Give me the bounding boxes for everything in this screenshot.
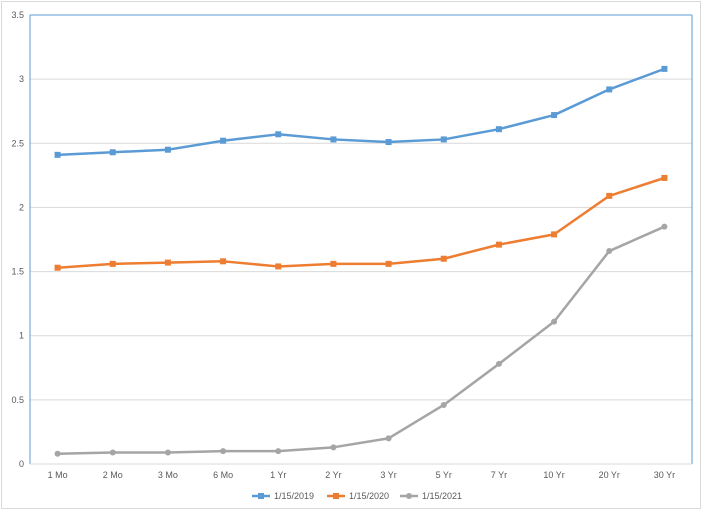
legend-label: 1/15/2021 [422, 491, 462, 501]
y-tick-label: 0.5 [11, 395, 24, 405]
series-1-point [495, 126, 502, 133]
series-2-point [164, 259, 171, 266]
legend-label: 1/15/2020 [349, 491, 389, 501]
series-3-point [551, 318, 558, 325]
series-1-point [275, 131, 282, 138]
y-tick-label: 2.5 [11, 138, 24, 148]
y-tick-label: 3.5 [11, 10, 24, 20]
series-line-1 [57, 67, 665, 157]
series-2-point [495, 241, 502, 248]
x-tick-label: 3 Yr [380, 470, 396, 480]
series-3-point [109, 449, 116, 456]
series-3-point [54, 450, 61, 457]
series-3-point [495, 360, 502, 367]
x-tick-label: 7 Yr [491, 470, 507, 480]
x-tick-label: 10 Yr [543, 470, 564, 480]
y-tick-label: 2 [19, 202, 24, 212]
series-3-point [220, 448, 227, 455]
series-1-point [54, 151, 61, 158]
series-2-point [275, 263, 282, 270]
series-2-point [330, 260, 337, 267]
x-tick-label: 2 Yr [325, 470, 341, 480]
series-1-point [330, 136, 337, 143]
series-1-point [385, 139, 392, 146]
legend-label: 1/15/2019 [274, 491, 314, 501]
x-tick-label: 30 Yr [654, 470, 675, 480]
series-2-point [385, 260, 392, 267]
legend-swatch-marker [406, 493, 412, 499]
y-tick-label: 0 [19, 459, 24, 469]
x-tick-label: 6 Mo [213, 470, 233, 480]
y-tick-label: 1 [19, 331, 24, 341]
series-2-point [661, 174, 668, 181]
series-1-point [109, 149, 116, 156]
series-1-point [440, 136, 447, 143]
series-1-point [164, 146, 171, 153]
series-2-point [109, 260, 116, 267]
series-line-3 [57, 225, 665, 455]
x-tick-label: 1 Yr [270, 470, 286, 480]
x-tick-label: 20 Yr [599, 470, 620, 480]
series-2-point [54, 264, 61, 271]
series-1-point [661, 65, 668, 72]
legend-swatch-marker [333, 493, 339, 499]
x-tick-label: 2 Mo [103, 470, 123, 480]
series-2-point [551, 231, 558, 238]
series-2-point [220, 258, 227, 265]
series-3-point [440, 401, 447, 408]
x-tick-label: 5 Yr [436, 470, 452, 480]
series-1-point [606, 86, 613, 93]
series-3-point [330, 444, 337, 451]
y-tick-label: 3 [19, 74, 24, 84]
series-3-point [275, 448, 282, 455]
series-3-point [661, 223, 668, 230]
series-line-2 [57, 176, 665, 269]
legend-swatch-marker [258, 493, 264, 499]
series-3-point [164, 449, 171, 456]
y-tick-label: 1.5 [11, 267, 24, 277]
series-1-point [551, 112, 558, 119]
x-tick-label: 1 Mo [48, 470, 68, 480]
series-2-point [606, 192, 613, 199]
x-tick-label: 3 Mo [158, 470, 178, 480]
series-1-point [220, 137, 227, 144]
series-2-point [440, 255, 447, 262]
series-3-point [606, 248, 613, 255]
series-3-point [385, 435, 392, 442]
